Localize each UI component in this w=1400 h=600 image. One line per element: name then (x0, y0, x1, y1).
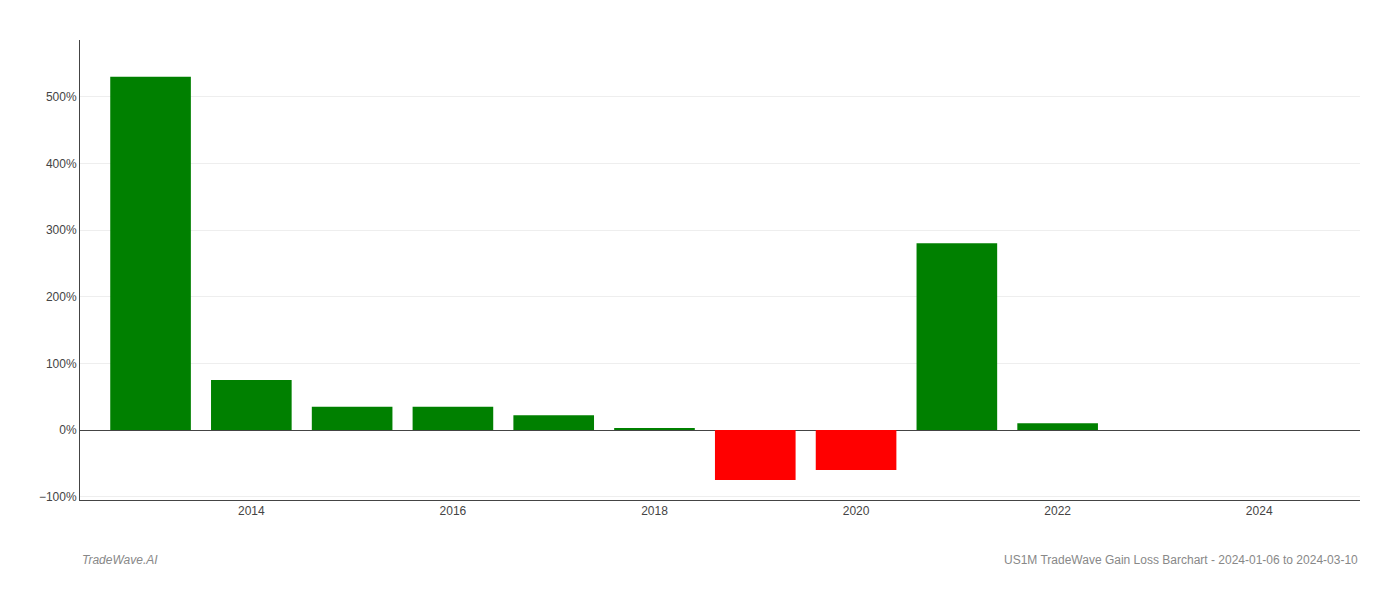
svg-text:0%: 0% (59, 423, 77, 437)
svg-text:100%: 100% (46, 357, 77, 371)
svg-text:2016: 2016 (440, 504, 467, 518)
svg-text:−100%: −100% (39, 490, 77, 504)
svg-text:2014: 2014 (238, 504, 265, 518)
svg-text:400%: 400% (46, 157, 77, 171)
svg-text:300%: 300% (46, 223, 77, 237)
svg-text:US1M TradeWave Gain Loss Barch: US1M TradeWave Gain Loss Barchart - 2024… (1004, 553, 1358, 567)
svg-text:200%: 200% (46, 290, 77, 304)
svg-text:2020: 2020 (843, 504, 870, 518)
svg-text:TradeWave.AI: TradeWave.AI (82, 553, 158, 567)
svg-text:2018: 2018 (641, 504, 668, 518)
svg-text:2024: 2024 (1246, 504, 1273, 518)
svg-text:500%: 500% (46, 90, 77, 104)
svg-text:2022: 2022 (1044, 504, 1071, 518)
